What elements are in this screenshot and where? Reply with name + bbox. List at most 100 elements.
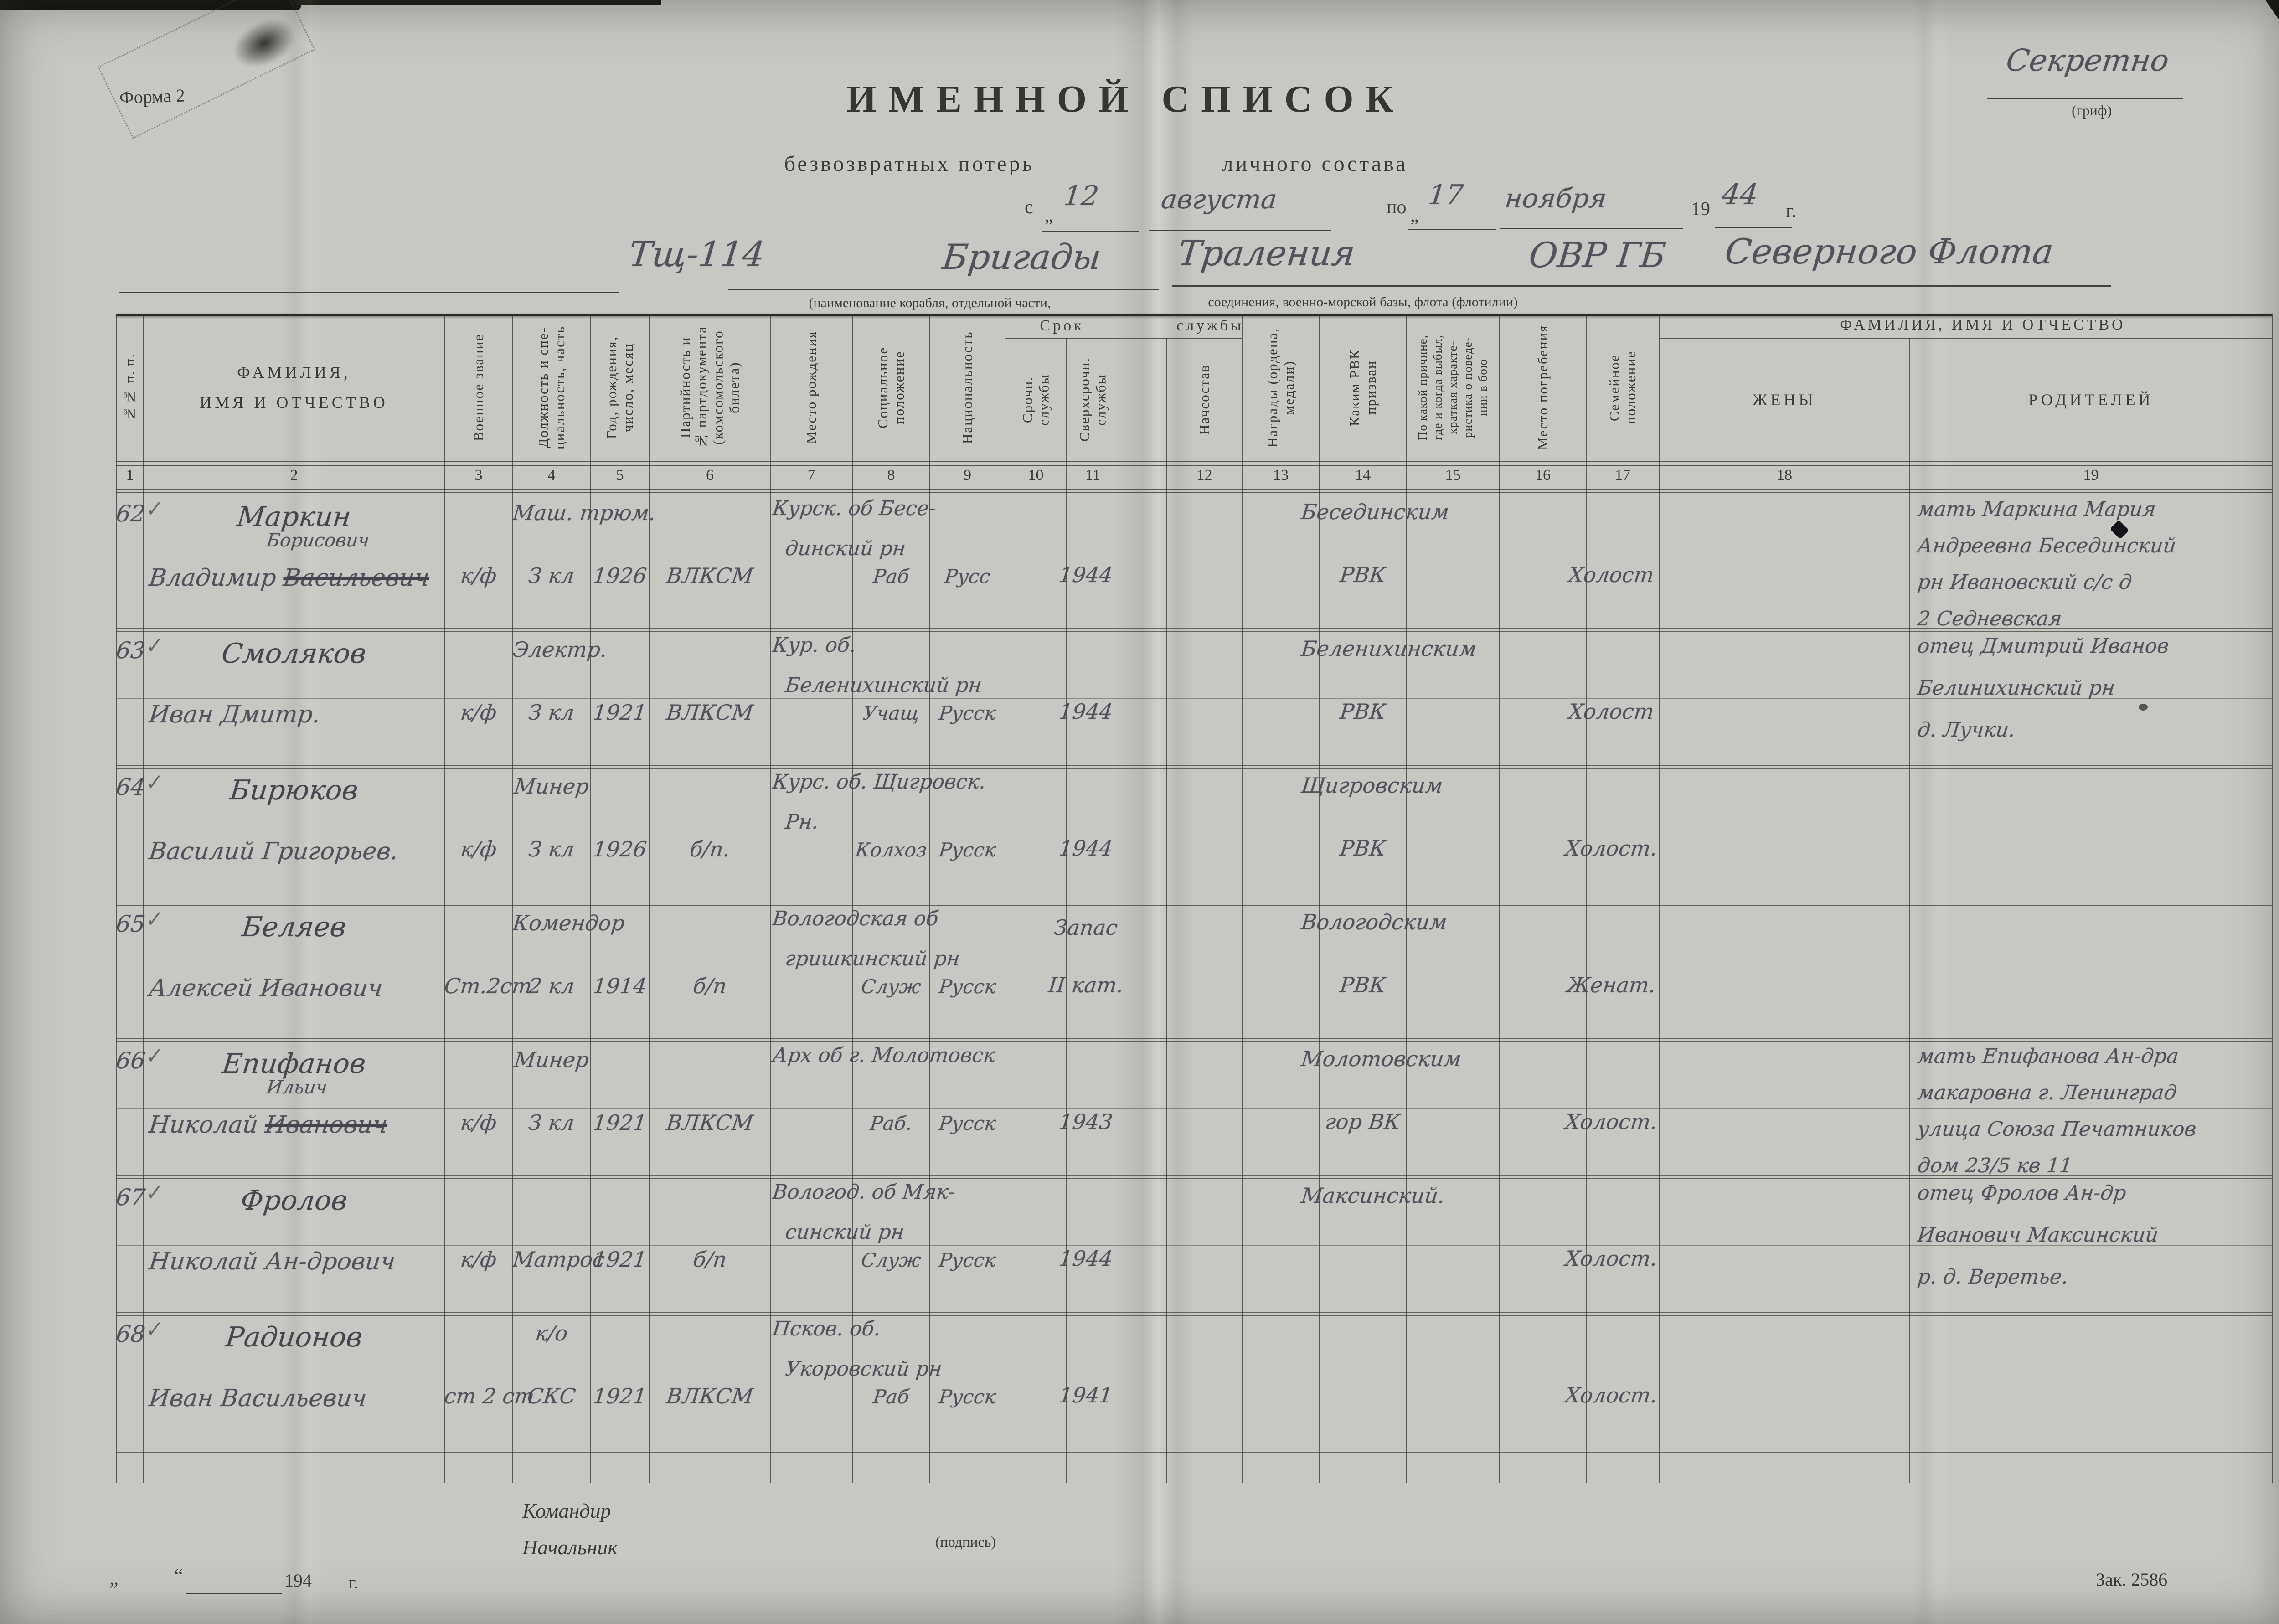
period-year-suffix: г. — [1786, 201, 1796, 222]
cell-birthplace-line2: Рн. — [784, 810, 820, 834]
cell-rank: к/ф — [459, 1110, 498, 1135]
left-fold-crease — [280, 0, 324, 1624]
cell-family-status: Холост. — [1564, 1383, 1659, 1407]
cell-birthplace-line1: Вологод. об Мяк- — [771, 1181, 957, 1204]
table-vline — [1586, 314, 1587, 1483]
cell-duty-line1: к/о — [534, 1321, 569, 1346]
cell-nationality: Русск — [938, 839, 997, 861]
cell-parents-line: Андреевна Бесединский — [1916, 534, 2177, 557]
cell-party: б/п — [692, 974, 728, 998]
cell-given-name: Алексей Иванович — [148, 974, 384, 1002]
commander-label: Командир — [522, 1499, 611, 1522]
unit-name-part: Северного Флота — [1723, 231, 2056, 272]
cell-surname: Беляев — [240, 911, 348, 943]
cell-family-status: Холост — [1567, 562, 1655, 587]
column-number-1: 1 — [126, 467, 134, 484]
table-vline — [1242, 314, 1243, 1483]
unit-underline — [119, 292, 619, 293]
column-number-6: 6 — [706, 467, 714, 484]
unit-caption-left: (наименование корабля, отдельной части, — [809, 295, 1051, 310]
cell-service-term-line2: 1944 — [1058, 836, 1114, 861]
column-header-6: Партийность и № партдокумента (комсомоль… — [677, 326, 742, 449]
unit-name-part: Бригады — [940, 237, 1103, 277]
cell-nationality: Русск — [938, 1249, 997, 1271]
column-number-18: 18 — [1777, 467, 1792, 484]
cell-inserted-patronymic: Ильич — [265, 1077, 329, 1098]
period-from-day: 12 — [1062, 180, 1101, 212]
cell-parents-line: мать Епифанова Ан-дра — [1916, 1045, 2180, 1068]
cell-family-status: Холост. — [1564, 1246, 1659, 1271]
cell-social-position: Раб — [872, 565, 911, 588]
period-quote-open-2: „ — [1410, 205, 1419, 226]
cell-surname: Радионов — [224, 1321, 364, 1353]
column-header-13: Награды (ордена, медали) — [1264, 327, 1297, 448]
chief-label: Начальник — [522, 1536, 618, 1559]
print-order-number: Зак. 2586 — [2096, 1569, 2168, 1590]
cell-birth-year: 1926 — [592, 837, 648, 861]
column-header-5: Год, рождения, число, месяц — [603, 336, 636, 439]
cell-nationality: Русс — [944, 565, 991, 588]
numbers-bottom-line — [116, 492, 2272, 493]
cell-parents-line: рн Ивановский с/с д — [1916, 571, 2133, 594]
cell-nationality: Русск — [938, 1112, 997, 1134]
record-separator — [116, 1452, 2272, 1453]
cell-parents-line: Белинихинский рн — [1916, 676, 2116, 700]
cell-rvk-line2: РВК — [1338, 562, 1387, 587]
row-number: 66 — [114, 1047, 147, 1074]
period-underline — [1149, 230, 1331, 231]
column-number-8: 8 — [887, 467, 895, 484]
unit-underline — [728, 289, 1159, 290]
unit-name-part: ОВР ГБ — [1527, 235, 1668, 275]
cell-birthplace-line1: Курск. об Бесе- — [771, 497, 937, 520]
cell-given-name: Иван Дмитр. — [148, 701, 322, 728]
cell-birth-year: 1921 — [592, 1110, 648, 1135]
cell-duty-line2: СКС — [526, 1384, 577, 1408]
column-header-16: Место погребения — [1535, 325, 1551, 450]
column-header-11: Сверхсрочн. службы — [1076, 357, 1109, 442]
row-number: 67 — [114, 1184, 147, 1211]
cell-service-term-line2: 1944 — [1058, 562, 1114, 587]
cell-inserted-patronymic: Борисович — [265, 530, 371, 551]
column-header-17: Семейное положение — [1606, 351, 1639, 424]
cell-rvk-line1: Максинский. — [1300, 1183, 1446, 1208]
period-prefix: с — [1025, 197, 1033, 218]
cell-nationality: Русск — [938, 975, 997, 998]
table-vline — [1659, 314, 1660, 1483]
row-number: 64 — [114, 774, 147, 800]
document-title: ИМЕННОЙ СПИСОК — [846, 78, 1405, 120]
classification-underline — [1987, 98, 2183, 99]
table-vline — [852, 314, 853, 1483]
cell-service-term-line2: 1941 — [1058, 1383, 1114, 1407]
classification-caption: (гриф) — [2072, 102, 2112, 119]
record-separator — [116, 1038, 2272, 1039]
cell-birth-year: 1921 — [592, 1384, 648, 1408]
cell-rvk-line1: Беленихинским — [1300, 636, 1478, 661]
cell-birthplace-line1: Курс. об. Щигровск. — [771, 770, 987, 794]
cell-birth-year: 1921 — [592, 1247, 648, 1272]
document-subtitle-right: личного состава — [1222, 152, 1408, 176]
column-number-2: 2 — [290, 467, 298, 484]
cell-social-position: Служ — [860, 1249, 923, 1271]
cell-given-name: Василий Григорьев. — [148, 838, 400, 865]
record-separator — [116, 905, 2272, 906]
row-number: 65 — [114, 911, 147, 937]
cell-family-status: Холост. — [1564, 836, 1659, 861]
column-header-9: Национальность — [959, 331, 975, 444]
record-separator — [116, 1178, 2272, 1179]
cell-given-name: Иван Васильевич — [147, 1385, 368, 1412]
column-header-4: Должность и спе- циальность, часть — [535, 325, 567, 449]
cell-parents-line: р. д. Веретье. — [1916, 1265, 2070, 1289]
cell-social-position: Колхоз — [854, 839, 928, 861]
period-to-month: ноября — [1503, 183, 1609, 214]
cell-given-name: Николай Иванович — [147, 1111, 389, 1139]
cell-given-name-text: Иван Васильевич — [147, 1385, 368, 1412]
table-vline — [929, 314, 930, 1483]
cell-parents-line: отец Фролов Ан-др — [1916, 1181, 2128, 1205]
column-group-service-term: службы — [1176, 317, 1244, 334]
form-number-label: Форма 2 — [119, 85, 186, 108]
column-header-12: Начсостав — [1196, 364, 1212, 435]
cell-given-name: Николай Ан-дрович — [148, 1248, 397, 1275]
cell-given-name-text: Николай — [147, 1111, 259, 1139]
cell-parents-line: 2 Седневская — [1916, 607, 2063, 630]
